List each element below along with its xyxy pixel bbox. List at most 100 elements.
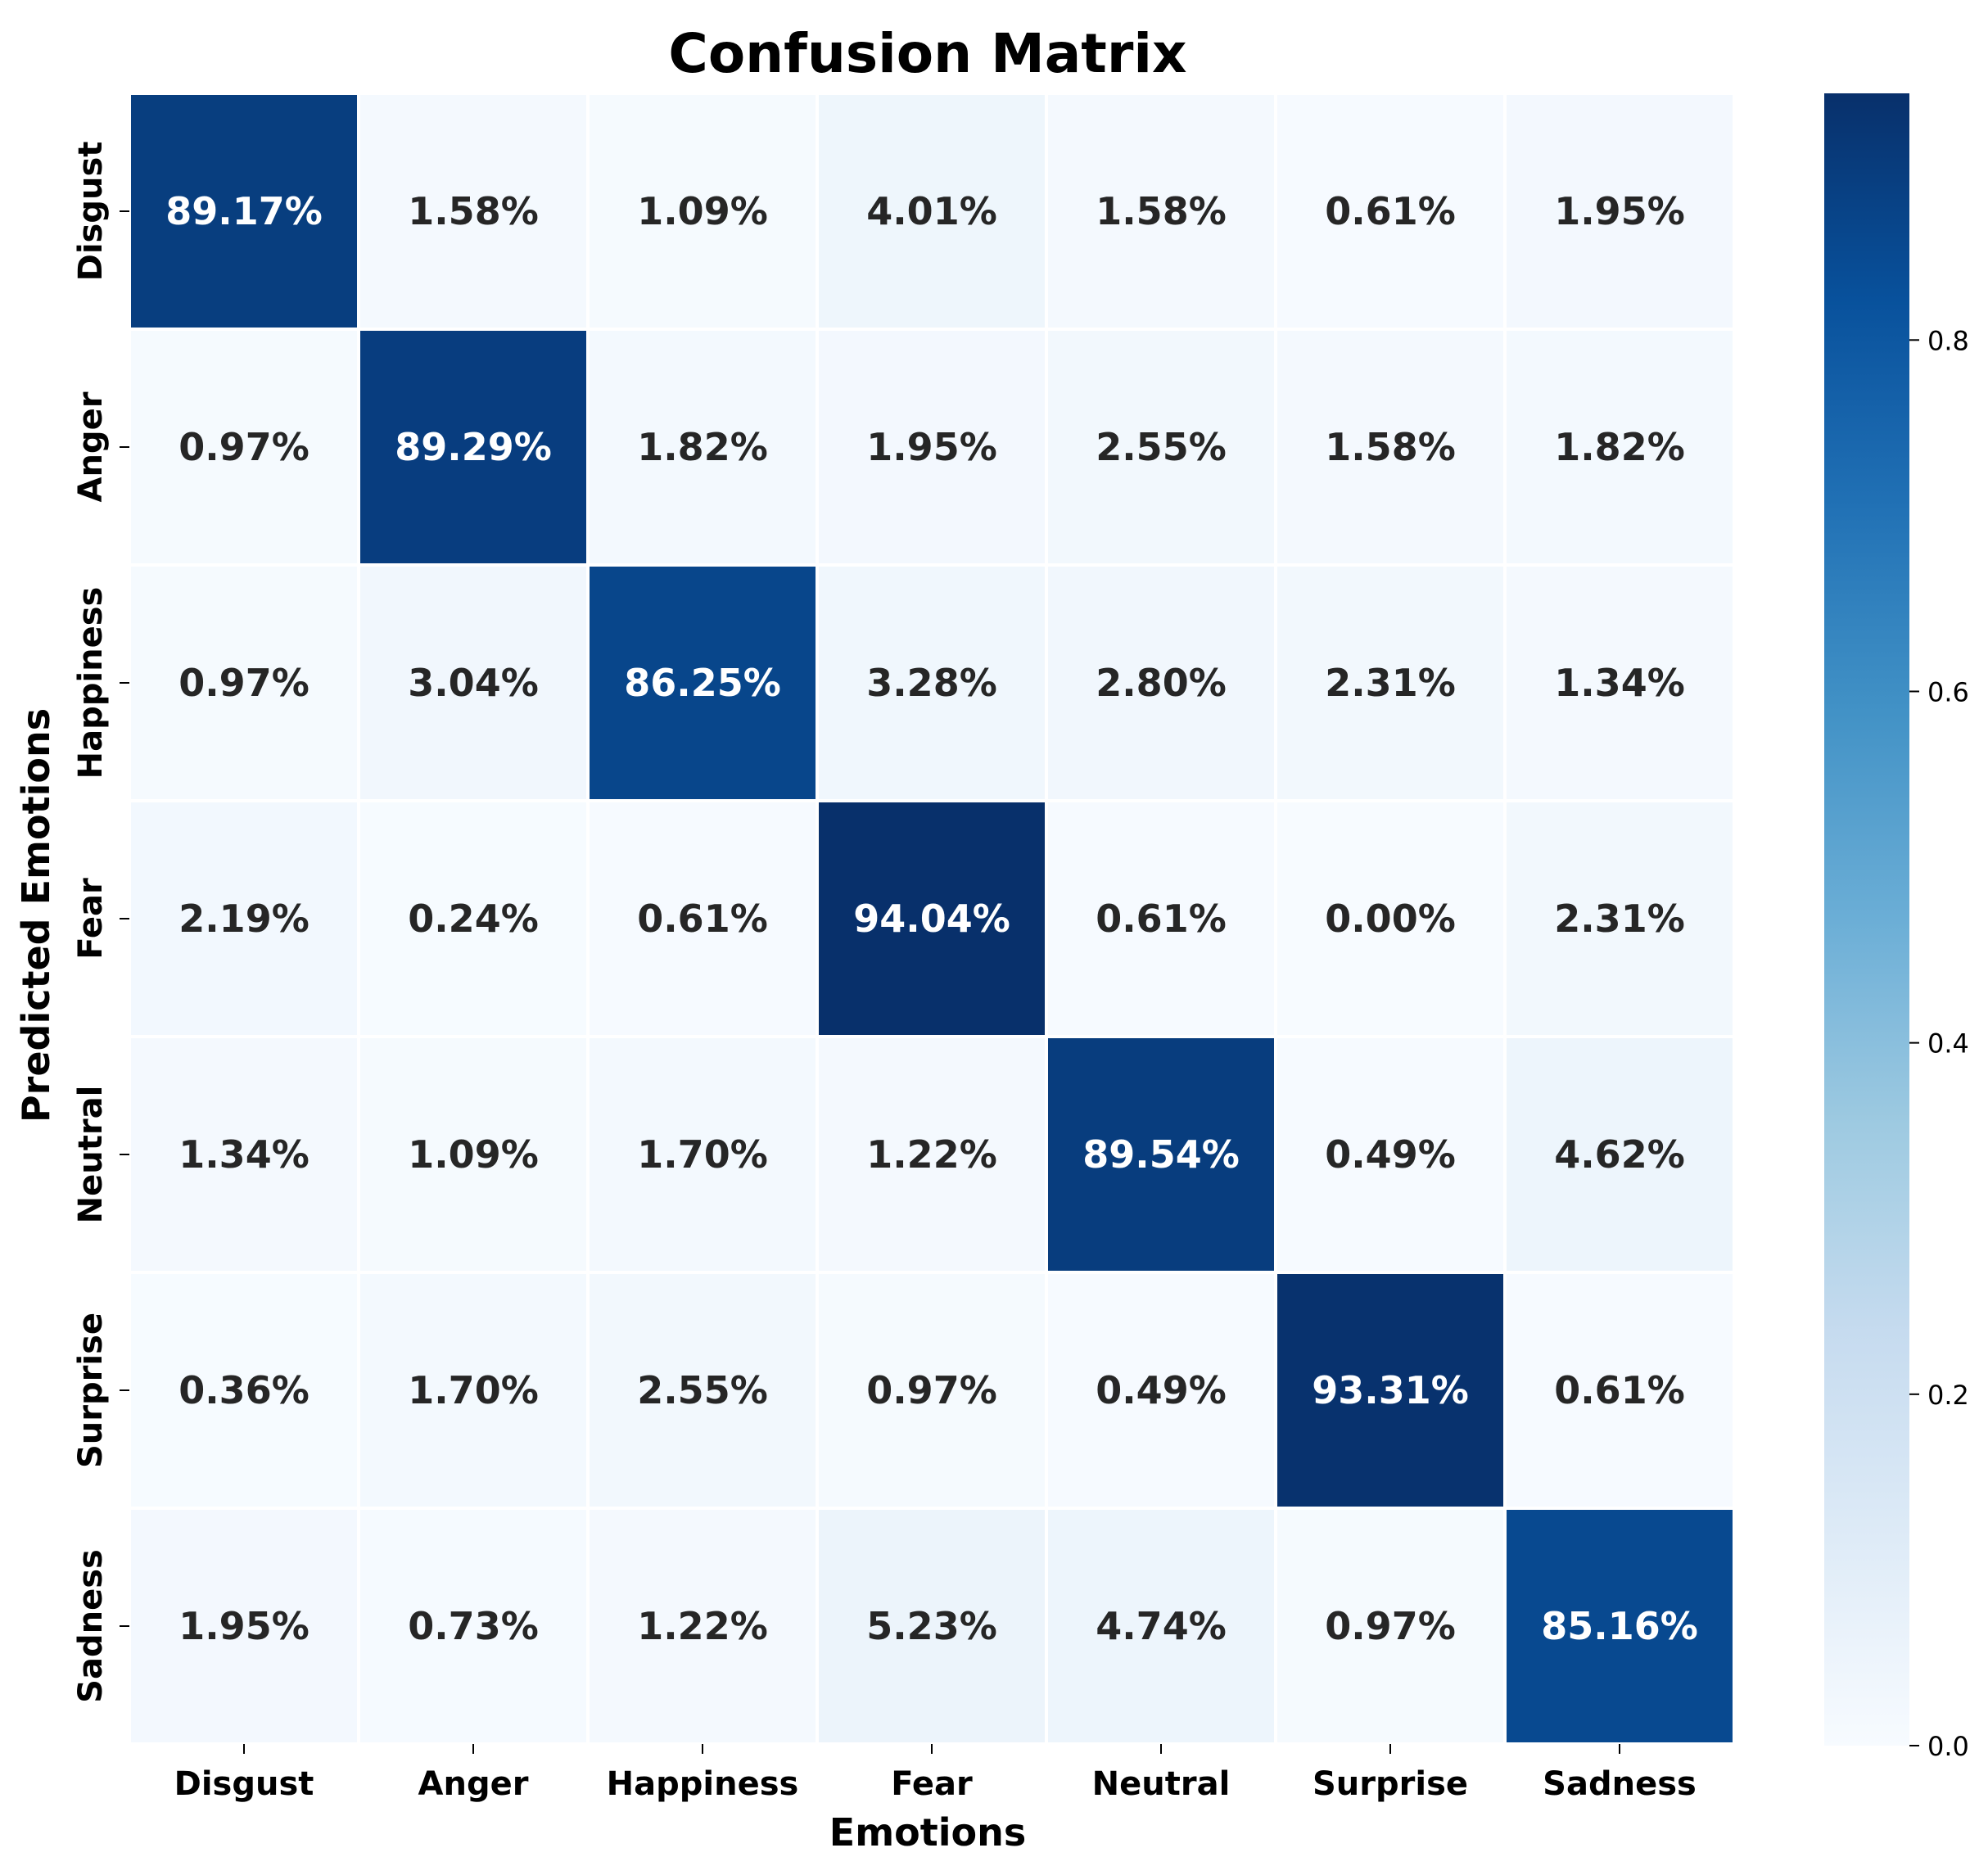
- y-tick-label-fear: Fear: [72, 878, 110, 960]
- heatmap-cell: [357, 1507, 590, 1746]
- cell-value-label: 85.16%: [1541, 1604, 1698, 1648]
- x-axis-label: Emotions: [829, 1810, 1026, 1855]
- colorbar-gradient: [1824, 93, 1909, 1746]
- cell-value-label: 1.70%: [408, 1368, 539, 1412]
- cell-value-label: 89.54%: [1082, 1132, 1240, 1177]
- y-tick-label-anger: Anger: [72, 391, 110, 502]
- cell-value-label: 1.58%: [1325, 425, 1456, 469]
- cell-value-label: 0.00%: [1325, 897, 1456, 941]
- cell-value-label: 2.19%: [178, 897, 309, 941]
- heatmap-cell: [586, 1271, 819, 1510]
- cell-value-label: 1.82%: [1554, 425, 1685, 469]
- cell-value-label: 0.97%: [178, 425, 309, 469]
- heatmap-cell-labels: 89.17% 1.58% 1.09% 4.01% 1.58% 0.61% 1.95% 0.97…: [165, 189, 1698, 1648]
- heatmap-cell: [816, 1507, 1048, 1746]
- cell-value-label: 93.31%: [1312, 1368, 1469, 1412]
- y-tick-label-neutral: Neutral: [72, 1086, 110, 1224]
- heatmap-cells: [128, 92, 1736, 1746]
- x-tick-label-sadness: Sadness: [1543, 1765, 1697, 1803]
- y-tick-label-sadness: Sadness: [72, 1549, 110, 1703]
- cell-value-label: 2.31%: [1554, 897, 1685, 941]
- heatmap-cell: [816, 799, 1048, 1038]
- x-axis: Disgust Anger Happiness Fear Neutral Surprise…: [174, 1744, 1697, 1803]
- cell-value-label: 3.28%: [866, 661, 997, 705]
- cell-value-label: 1.34%: [178, 1132, 309, 1177]
- heatmap-cell: [1045, 563, 1277, 802]
- heatmap-cell: [357, 1035, 590, 1274]
- heatmap-cell: [1503, 1271, 1736, 1510]
- x-tick-label-surprise: Surprise: [1313, 1765, 1468, 1803]
- cell-value-label: 3.04%: [408, 661, 539, 705]
- y-tick-label-happiness: Happiness: [72, 587, 110, 779]
- x-tick-label-neutral: Neutral: [1092, 1765, 1231, 1803]
- cell-value-label: 1.58%: [408, 189, 539, 233]
- heatmap-cell: [1045, 328, 1277, 567]
- cell-value-label: 89.29%: [395, 425, 552, 469]
- colorbar-tick-label: 0.2: [1927, 1380, 1969, 1411]
- heatmap-cell: [128, 799, 360, 1038]
- cell-value-label: 1.09%: [637, 189, 768, 233]
- cell-value-label: 0.24%: [408, 897, 539, 941]
- colorbar-tick-label: 0.6: [1927, 676, 1969, 707]
- heatmap-cell: [1274, 1507, 1507, 1746]
- y-axis: Disgust Anger Happiness Fear Neutral Surprise…: [72, 142, 129, 1703]
- cell-value-label: 4.74%: [1096, 1604, 1227, 1648]
- heatmap-cell: [1274, 1271, 1507, 1510]
- cell-value-label: 4.01%: [866, 189, 997, 233]
- heatmap-cell: [586, 92, 819, 331]
- y-axis-label: Predicted Emotions: [14, 708, 58, 1123]
- colorbar-tick-label: 0.0: [1927, 1731, 1969, 1762]
- cell-value-label: 2.80%: [1096, 661, 1227, 705]
- cell-value-label: 0.61%: [637, 897, 768, 941]
- heatmap-cell: [1503, 1035, 1736, 1274]
- cell-value-label: 1.09%: [408, 1132, 539, 1177]
- x-tick-label-fear: Fear: [891, 1765, 973, 1803]
- chart-title: Confusion Matrix: [668, 22, 1186, 85]
- heatmap-cell: [1503, 328, 1736, 567]
- cell-value-label: 1.95%: [866, 425, 997, 469]
- cell-value-label: 0.61%: [1554, 1368, 1685, 1412]
- x-tick-label-anger: Anger: [418, 1765, 529, 1803]
- cell-value-label: 1.58%: [1096, 189, 1227, 233]
- colorbar: 0.0 0.2 0.4 0.6 0.8: [1824, 93, 1969, 1762]
- colorbar-tick-label: 0.4: [1927, 1028, 1969, 1060]
- cell-value-label: 1.22%: [637, 1604, 768, 1648]
- heatmap-cell: [586, 328, 819, 567]
- heatmap-cell: [128, 1507, 360, 1746]
- heatmap-cell: [357, 328, 590, 567]
- heatmap-cell: [357, 563, 590, 802]
- cell-value-label: 0.61%: [1096, 897, 1227, 941]
- cell-value-label: 1.95%: [178, 1604, 309, 1648]
- cell-value-label: 0.97%: [1325, 1604, 1456, 1648]
- y-tick-label-disgust: Disgust: [72, 142, 110, 282]
- heatmap-cell: [1274, 563, 1507, 802]
- cell-value-label: 94.04%: [853, 897, 1010, 941]
- heatmap-cell: [357, 799, 590, 1038]
- cell-value-label: 2.31%: [1325, 661, 1456, 705]
- cell-value-label: 89.17%: [165, 189, 323, 233]
- cell-value-label: 1.34%: [1554, 661, 1685, 705]
- heatmap-cell: [586, 1035, 819, 1274]
- cell-value-label: 1.95%: [1554, 189, 1685, 233]
- heatmap-cell: [128, 563, 360, 802]
- heatmap-cell: [1503, 92, 1736, 331]
- heatmap-cell: [586, 563, 819, 802]
- heatmap-cell: [128, 92, 360, 331]
- heatmap-cell: [1503, 563, 1736, 802]
- heatmap-cell: [586, 799, 819, 1038]
- cell-value-label: 5.23%: [866, 1604, 997, 1648]
- cell-value-label: 0.36%: [178, 1368, 309, 1412]
- heatmap-cell: [128, 1271, 360, 1510]
- cell-value-label: 0.97%: [178, 661, 309, 705]
- heatmap-cell: [586, 1507, 819, 1746]
- heatmap-cell: [357, 92, 590, 331]
- cell-value-label: 1.82%: [637, 425, 768, 469]
- cell-value-label: 2.55%: [637, 1368, 768, 1412]
- heatmap-cell: [128, 1035, 360, 1274]
- heatmap-cell: [1503, 799, 1736, 1038]
- cell-value-label: 0.49%: [1096, 1368, 1227, 1412]
- heatmap-cell: [1274, 328, 1507, 567]
- cell-value-label: 2.55%: [1096, 425, 1227, 469]
- heatmap-cell: [1045, 1507, 1277, 1746]
